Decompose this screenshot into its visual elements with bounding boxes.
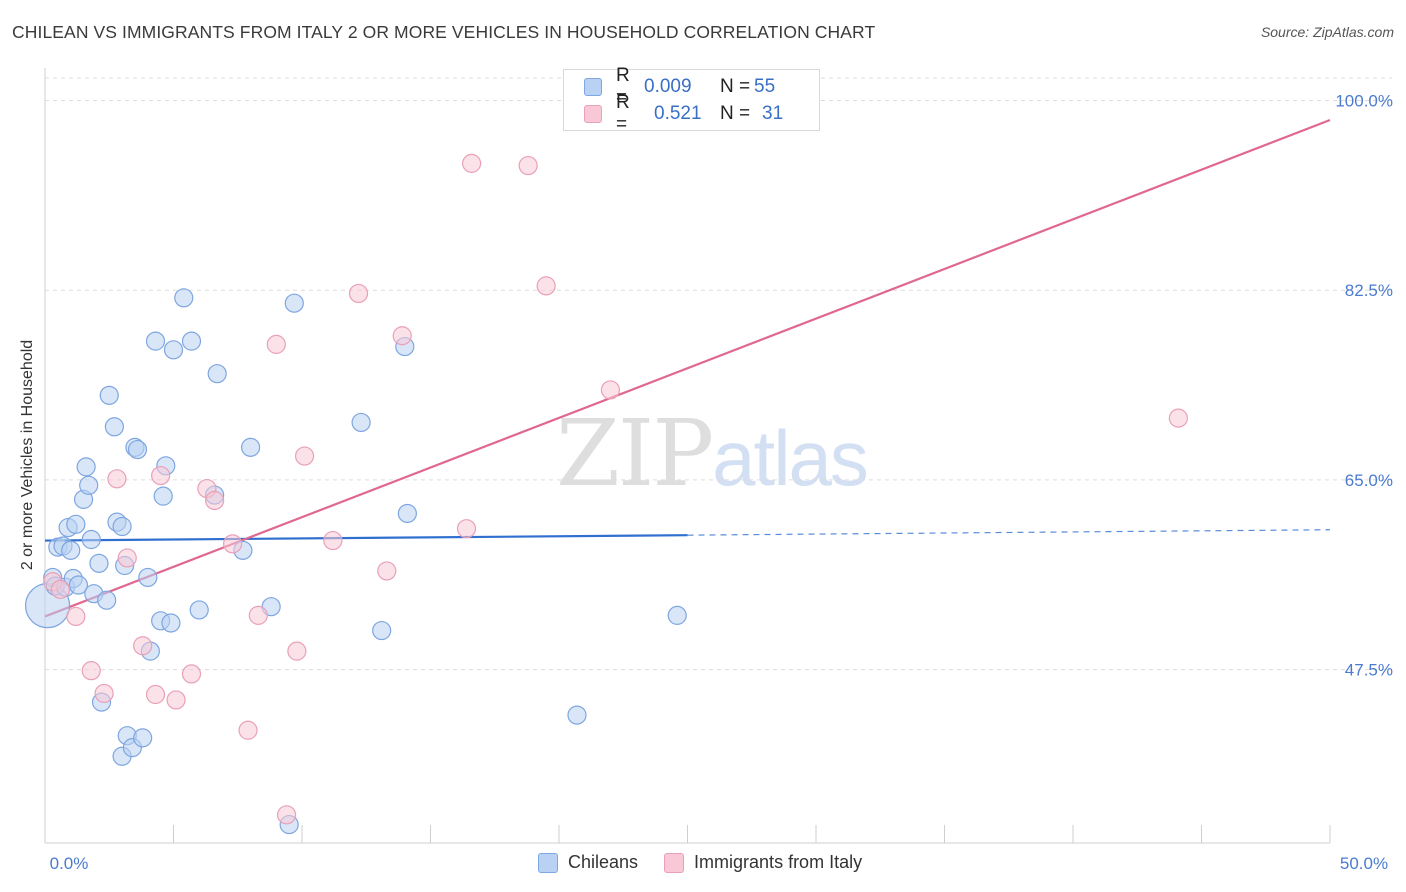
- chileans-point: [181, 331, 202, 351]
- source-label: Source: ZipAtlas.com: [1260, 24, 1394, 40]
- italy-point: [107, 469, 127, 489]
- italy-point: [66, 606, 86, 627]
- chileans-point: [76, 457, 96, 477]
- chileans-point: [89, 553, 109, 573]
- italy-point: [1168, 408, 1188, 428]
- legend-swatch-pink: [584, 105, 602, 123]
- points-layer: [24, 153, 1188, 835]
- italy-point: [166, 690, 186, 710]
- stats-legend: R = 0.009 N = 55 R = 0.521 N = 31: [563, 65, 820, 135]
- italy-point: [205, 490, 225, 511]
- italy-point: [266, 334, 286, 354]
- legend-r-value: 0.521: [654, 103, 702, 124]
- italy-point: [294, 446, 315, 466]
- legend-row-italy: R = 0.521 N = 31: [584, 92, 784, 135]
- chileans-point: [161, 613, 181, 633]
- chileans-point: [68, 575, 89, 595]
- chileans-point: [372, 620, 392, 641]
- italy-legend-label: Immigrants from Italy: [694, 852, 863, 872]
- legend-n-value: 31: [762, 103, 784, 124]
- italy-point: [151, 465, 171, 486]
- italy-point: [238, 720, 258, 740]
- italy-point: [462, 153, 482, 173]
- legend-n-label: N =: [720, 76, 751, 97]
- italy-point: [248, 605, 268, 625]
- grid-layer: [45, 77, 1392, 671]
- italy-point: [323, 530, 343, 551]
- watermark-zip: ZIP: [556, 400, 714, 507]
- italy-point: [536, 276, 556, 296]
- chileans-point: [79, 475, 99, 495]
- chileans-point: [667, 605, 687, 625]
- y-tick-label: 82.5%: [1345, 281, 1393, 300]
- legend-n-label: N =: [720, 103, 751, 124]
- axis-layer: [44, 68, 1331, 844]
- chileans-trend-line: [44, 534, 688, 542]
- italy-point: [50, 579, 71, 599]
- chart-title: CHILEAN VS IMMIGRANTS FROM ITALY 2 OR MO…: [12, 22, 876, 42]
- chileans-point: [163, 340, 184, 360]
- chileans-point: [174, 288, 194, 308]
- italy-point: [456, 519, 477, 539]
- italy-point: [223, 534, 243, 554]
- italy-point: [94, 683, 114, 704]
- legend-r-value: 0.009: [644, 76, 692, 97]
- series-legend: Chileans Immigrants from Italy: [538, 852, 888, 873]
- italy-point: [518, 155, 538, 176]
- chileans-point: [567, 705, 587, 725]
- watermark-atlas: atlas: [712, 414, 869, 502]
- chileans-point: [284, 293, 304, 313]
- watermark: ZIPatlas: [556, 400, 869, 507]
- italy-point: [348, 283, 369, 304]
- chileans-point: [81, 529, 101, 550]
- y-tick-label: 100.0%: [1335, 92, 1393, 111]
- chileans-point: [189, 600, 209, 620]
- italy-point: [392, 326, 412, 346]
- x-tick-label-max: 50.0%: [1340, 854, 1388, 873]
- chileans-point: [138, 567, 158, 588]
- italy-trend-line: [44, 119, 1331, 618]
- italy-point: [81, 661, 101, 681]
- italy-point: [145, 684, 166, 705]
- legend-r-label: R =: [616, 65, 630, 108]
- legend-r-label: R =: [616, 92, 630, 135]
- chileans-point: [153, 486, 173, 506]
- italy-point: [181, 664, 202, 684]
- italy-swatch: [664, 852, 685, 873]
- chileans-point: [145, 331, 166, 351]
- series-legend-italy: Immigrants from Italy: [664, 852, 862, 873]
- chileans-legend-label: Chileans: [568, 852, 639, 872]
- legend-n-value: 55: [754, 76, 776, 97]
- italy-point: [600, 380, 621, 400]
- italy-point: [133, 636, 153, 656]
- italy-point: [377, 561, 397, 581]
- chileans-point: [133, 728, 153, 748]
- italy-point: [117, 548, 137, 568]
- chileans-point: [112, 516, 132, 537]
- chileans-point: [397, 503, 417, 524]
- chileans-point: [207, 364, 227, 384]
- chileans-point: [99, 385, 119, 405]
- y-tick-label: 47.5%: [1345, 661, 1393, 680]
- legend-swatch-blue: [584, 78, 602, 96]
- chileans-point: [127, 439, 148, 460]
- chileans-point: [104, 417, 124, 437]
- legend-row-chileans: R = 0.009 N = 55: [584, 65, 776, 108]
- chileans-point: [66, 514, 86, 534]
- x-tick-label-min: 0.0%: [50, 854, 89, 873]
- y-tick-label: 65.0%: [1345, 471, 1393, 490]
- chileans-point: [97, 590, 117, 610]
- tick-layer: 47.5% 65.0% 82.5% 100.0% 0.0% 50.0%: [50, 92, 1393, 873]
- chileans-point: [61, 540, 81, 560]
- chileans-point: [241, 437, 261, 457]
- italy-point: [276, 805, 297, 825]
- italy-point: [287, 641, 307, 661]
- chileans-swatch: [538, 852, 558, 873]
- chileans-point: [351, 412, 371, 433]
- series-legend-chileans: Chileans: [538, 852, 638, 873]
- chileans-trend-extension: [687, 529, 1331, 536]
- trend-layer: [44, 119, 1331, 618]
